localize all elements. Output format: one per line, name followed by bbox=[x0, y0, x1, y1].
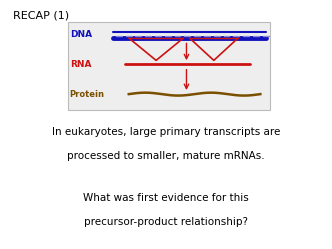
Text: precursor-product relationship?: precursor-product relationship? bbox=[84, 217, 248, 227]
Text: RNA: RNA bbox=[70, 60, 91, 69]
Text: What was first evidence for this: What was first evidence for this bbox=[83, 193, 249, 203]
Text: RECAP (1): RECAP (1) bbox=[13, 10, 69, 20]
Bar bbox=[68, 22, 271, 110]
Text: Protein: Protein bbox=[70, 90, 105, 99]
Text: processed to smaller, mature mRNAs.: processed to smaller, mature mRNAs. bbox=[67, 151, 265, 161]
Text: DNA: DNA bbox=[70, 30, 92, 39]
Text: In eukaryotes, large primary transcripts are: In eukaryotes, large primary transcripts… bbox=[52, 127, 280, 137]
